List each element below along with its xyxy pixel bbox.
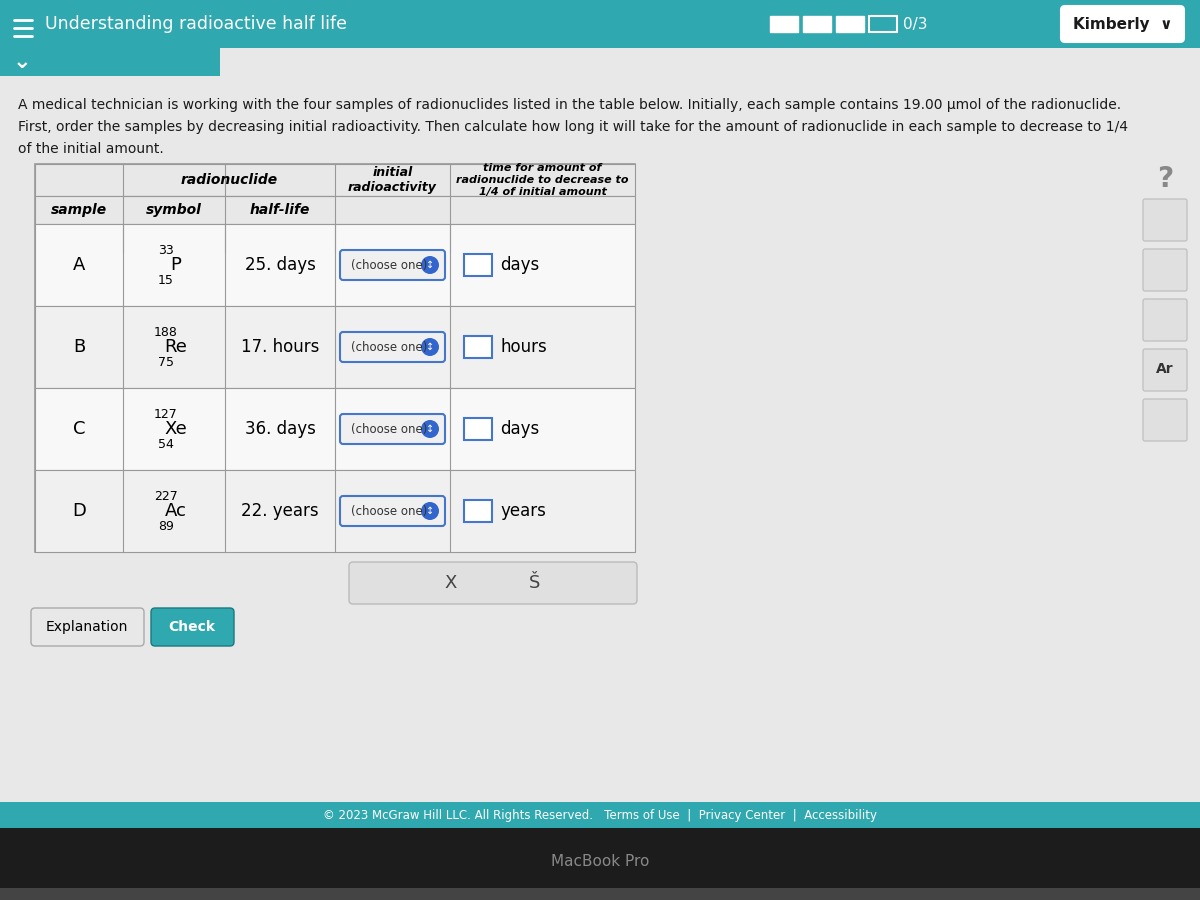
Text: © 2023 McGraw Hill LLC. All Rights Reserved.   Terms of Use  |  Privacy Center  : © 2023 McGraw Hill LLC. All Rights Reser… xyxy=(323,808,877,822)
Text: 25. days: 25. days xyxy=(245,256,316,274)
FancyBboxPatch shape xyxy=(31,608,144,646)
FancyBboxPatch shape xyxy=(151,608,234,646)
Text: 54: 54 xyxy=(158,437,174,451)
Bar xyxy=(0,888,1200,900)
Text: First, order the samples by decreasing initial radioactivity. Then calculate how: First, order the samples by decreasing i… xyxy=(18,120,1128,134)
Text: hours: hours xyxy=(500,338,547,356)
Text: 17. hours: 17. hours xyxy=(241,338,319,356)
Text: Š: Š xyxy=(529,574,541,592)
Bar xyxy=(464,254,492,276)
Bar xyxy=(869,16,898,32)
FancyBboxPatch shape xyxy=(340,414,445,444)
Text: radionuclide: radionuclide xyxy=(180,173,277,187)
Text: half-life: half-life xyxy=(250,203,310,217)
Text: Ar: Ar xyxy=(1156,362,1174,376)
Text: C: C xyxy=(73,420,85,438)
FancyBboxPatch shape xyxy=(1142,399,1187,441)
Bar xyxy=(464,418,492,440)
Bar xyxy=(0,0,1200,48)
Text: Xe: Xe xyxy=(164,420,187,438)
Text: 89: 89 xyxy=(158,519,174,533)
Circle shape xyxy=(421,338,439,356)
Text: D: D xyxy=(72,502,86,520)
Text: 15: 15 xyxy=(158,274,174,286)
Bar xyxy=(0,802,1200,828)
Text: (choose one): (choose one) xyxy=(352,258,427,272)
Text: P: P xyxy=(170,256,181,274)
FancyBboxPatch shape xyxy=(349,562,637,604)
Text: ?: ? xyxy=(1157,165,1174,193)
Text: ⌄: ⌄ xyxy=(13,52,31,72)
Text: days: days xyxy=(500,256,539,274)
Text: B: B xyxy=(73,338,85,356)
Bar xyxy=(0,48,220,76)
Text: Understanding radioactive half life: Understanding radioactive half life xyxy=(46,15,347,33)
Circle shape xyxy=(421,256,439,274)
FancyBboxPatch shape xyxy=(1061,6,1184,42)
Text: X: X xyxy=(445,574,457,592)
Text: 75: 75 xyxy=(158,356,174,368)
Text: ↕: ↕ xyxy=(426,342,434,352)
Text: years: years xyxy=(500,502,546,520)
Bar xyxy=(35,224,635,306)
Text: (choose one): (choose one) xyxy=(352,422,427,436)
Bar xyxy=(836,16,864,32)
Text: MacBook Pro: MacBook Pro xyxy=(551,854,649,869)
Text: A: A xyxy=(73,256,85,274)
Bar xyxy=(464,336,492,358)
FancyBboxPatch shape xyxy=(340,332,445,362)
Text: 36. days: 36. days xyxy=(245,420,316,438)
Text: days: days xyxy=(500,420,539,438)
Text: A medical technician is working with the four samples of radionuclides listed in: A medical technician is working with the… xyxy=(18,98,1121,112)
Text: Re: Re xyxy=(164,338,187,356)
FancyBboxPatch shape xyxy=(1142,349,1187,391)
Text: 188: 188 xyxy=(154,326,178,338)
Text: Check: Check xyxy=(168,620,216,634)
Text: 227: 227 xyxy=(154,490,178,502)
Text: 33: 33 xyxy=(158,244,174,256)
Text: Ac: Ac xyxy=(166,502,187,520)
Text: sample: sample xyxy=(50,203,107,217)
Text: 0/3: 0/3 xyxy=(904,16,928,32)
Circle shape xyxy=(421,420,439,438)
Text: (choose one): (choose one) xyxy=(352,340,427,354)
Text: 127: 127 xyxy=(154,408,178,420)
FancyBboxPatch shape xyxy=(340,496,445,526)
FancyBboxPatch shape xyxy=(1142,299,1187,341)
Text: (choose one): (choose one) xyxy=(352,505,427,518)
Bar xyxy=(35,196,635,224)
Bar xyxy=(0,828,1200,900)
Text: time for amount of
radionuclide to decrease to
1/4 of initial amount: time for amount of radionuclide to decre… xyxy=(456,164,629,196)
FancyBboxPatch shape xyxy=(1142,199,1187,241)
Bar xyxy=(35,470,635,552)
Text: of the initial amount.: of the initial amount. xyxy=(18,142,163,156)
FancyBboxPatch shape xyxy=(340,250,445,280)
Circle shape xyxy=(421,502,439,520)
Text: 22. years: 22. years xyxy=(241,502,319,520)
Text: ↕: ↕ xyxy=(426,260,434,270)
Text: Kimberly  ∨: Kimberly ∨ xyxy=(1073,16,1172,32)
Bar xyxy=(35,306,635,388)
Bar xyxy=(803,16,830,32)
FancyBboxPatch shape xyxy=(1142,249,1187,291)
Bar xyxy=(35,164,635,196)
Bar xyxy=(770,16,798,32)
Bar xyxy=(35,388,635,470)
Text: Explanation: Explanation xyxy=(46,620,128,634)
Bar xyxy=(464,500,492,522)
Text: ↕: ↕ xyxy=(426,424,434,434)
Text: symbol: symbol xyxy=(146,203,202,217)
Text: initial
radioactivity: initial radioactivity xyxy=(348,166,437,194)
Text: ↕: ↕ xyxy=(426,506,434,516)
Bar xyxy=(35,164,635,552)
